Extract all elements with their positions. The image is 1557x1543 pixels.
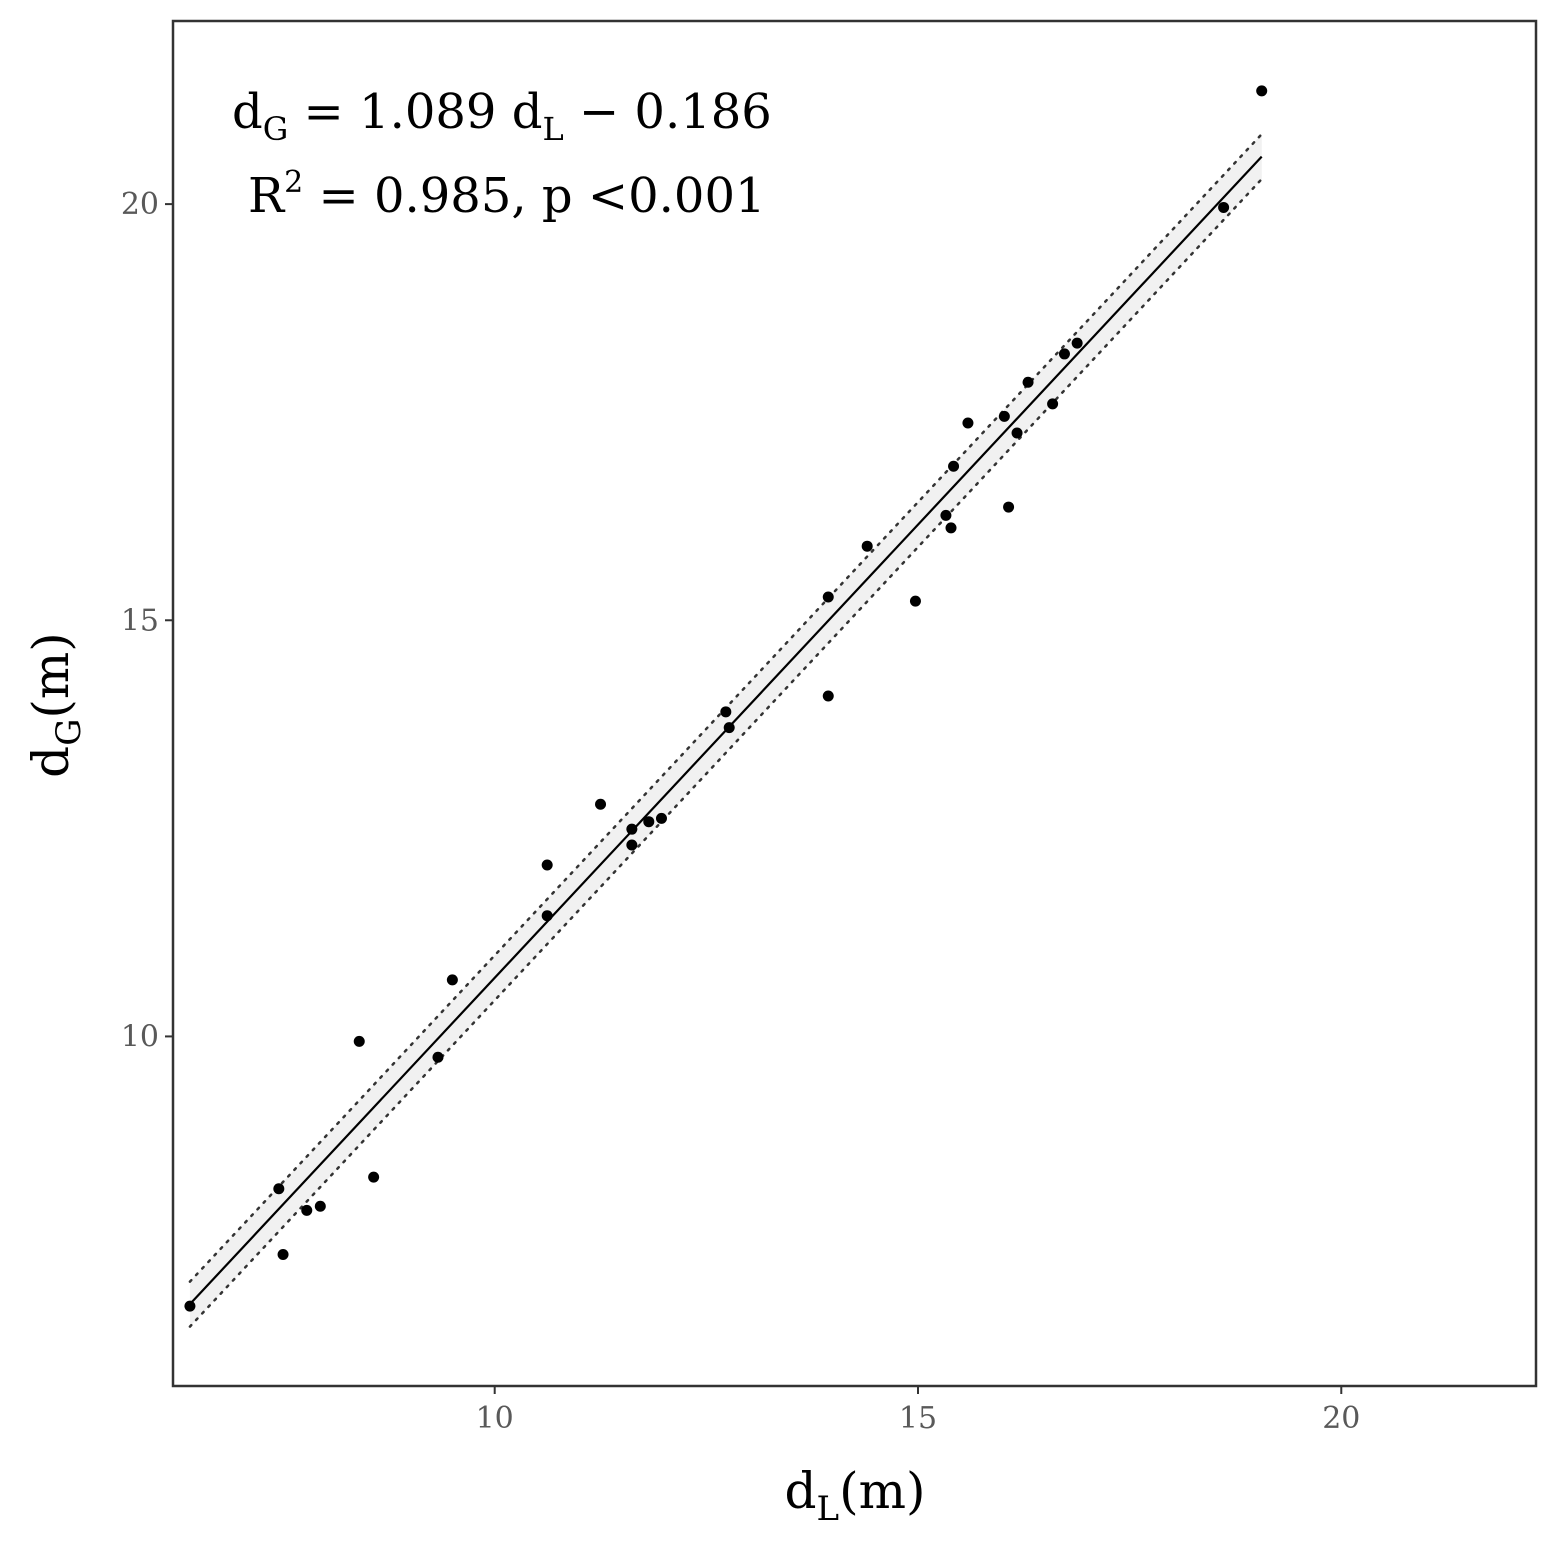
plot-panel (171, 19, 1538, 1388)
data-point (1058, 348, 1070, 360)
data-point (643, 816, 655, 828)
data-point (314, 1200, 326, 1212)
axis-ticks-layer: 10 15 20 10 15 20 (121, 187, 1361, 1436)
data-point (1003, 501, 1015, 513)
data-point (1256, 85, 1268, 97)
data-points-layer (184, 85, 1268, 1312)
data-point (446, 974, 458, 986)
data-point (940, 509, 952, 521)
data-point (432, 1051, 444, 1063)
data-point (301, 1204, 313, 1216)
data-point (723, 722, 735, 734)
data-point (626, 823, 638, 835)
y-tick-label: 15 (121, 603, 159, 638)
data-point (998, 410, 1010, 422)
r-squared-annotation: R2 = 0.985, p <0.001 (248, 165, 766, 224)
data-point (948, 460, 960, 472)
data-point (655, 812, 667, 824)
data-point (1218, 201, 1230, 213)
data-point (720, 706, 732, 718)
x-tick-label: 15 (899, 1401, 937, 1436)
data-point (822, 690, 834, 702)
data-point (1022, 376, 1034, 388)
data-point (184, 1300, 196, 1312)
y-tick-label: 10 (121, 1019, 159, 1054)
data-point (595, 798, 607, 810)
data-point (541, 859, 553, 871)
x-axis-title: dL(m) (784, 1462, 925, 1529)
y-tick-label: 20 (121, 187, 159, 222)
data-point (277, 1248, 289, 1260)
data-point (909, 595, 921, 607)
x-tick-label: 10 (476, 1401, 514, 1436)
data-point (541, 910, 553, 922)
data-point (822, 591, 834, 603)
data-point (861, 540, 873, 552)
data-point (1011, 427, 1023, 439)
lower-confidence-line (188, 177, 1263, 1328)
x-tick-label: 20 (1322, 1401, 1360, 1436)
regression-equation: dG = 1.089 dL − 0.186 (232, 84, 772, 148)
data-point (962, 417, 974, 429)
data-point (368, 1171, 380, 1183)
data-point (945, 522, 957, 534)
y-axis-title: dG(m) (22, 632, 89, 778)
data-point (353, 1035, 365, 1047)
data-point (273, 1183, 285, 1195)
data-point (1071, 337, 1083, 349)
data-point (1047, 398, 1059, 410)
data-point (626, 839, 638, 851)
